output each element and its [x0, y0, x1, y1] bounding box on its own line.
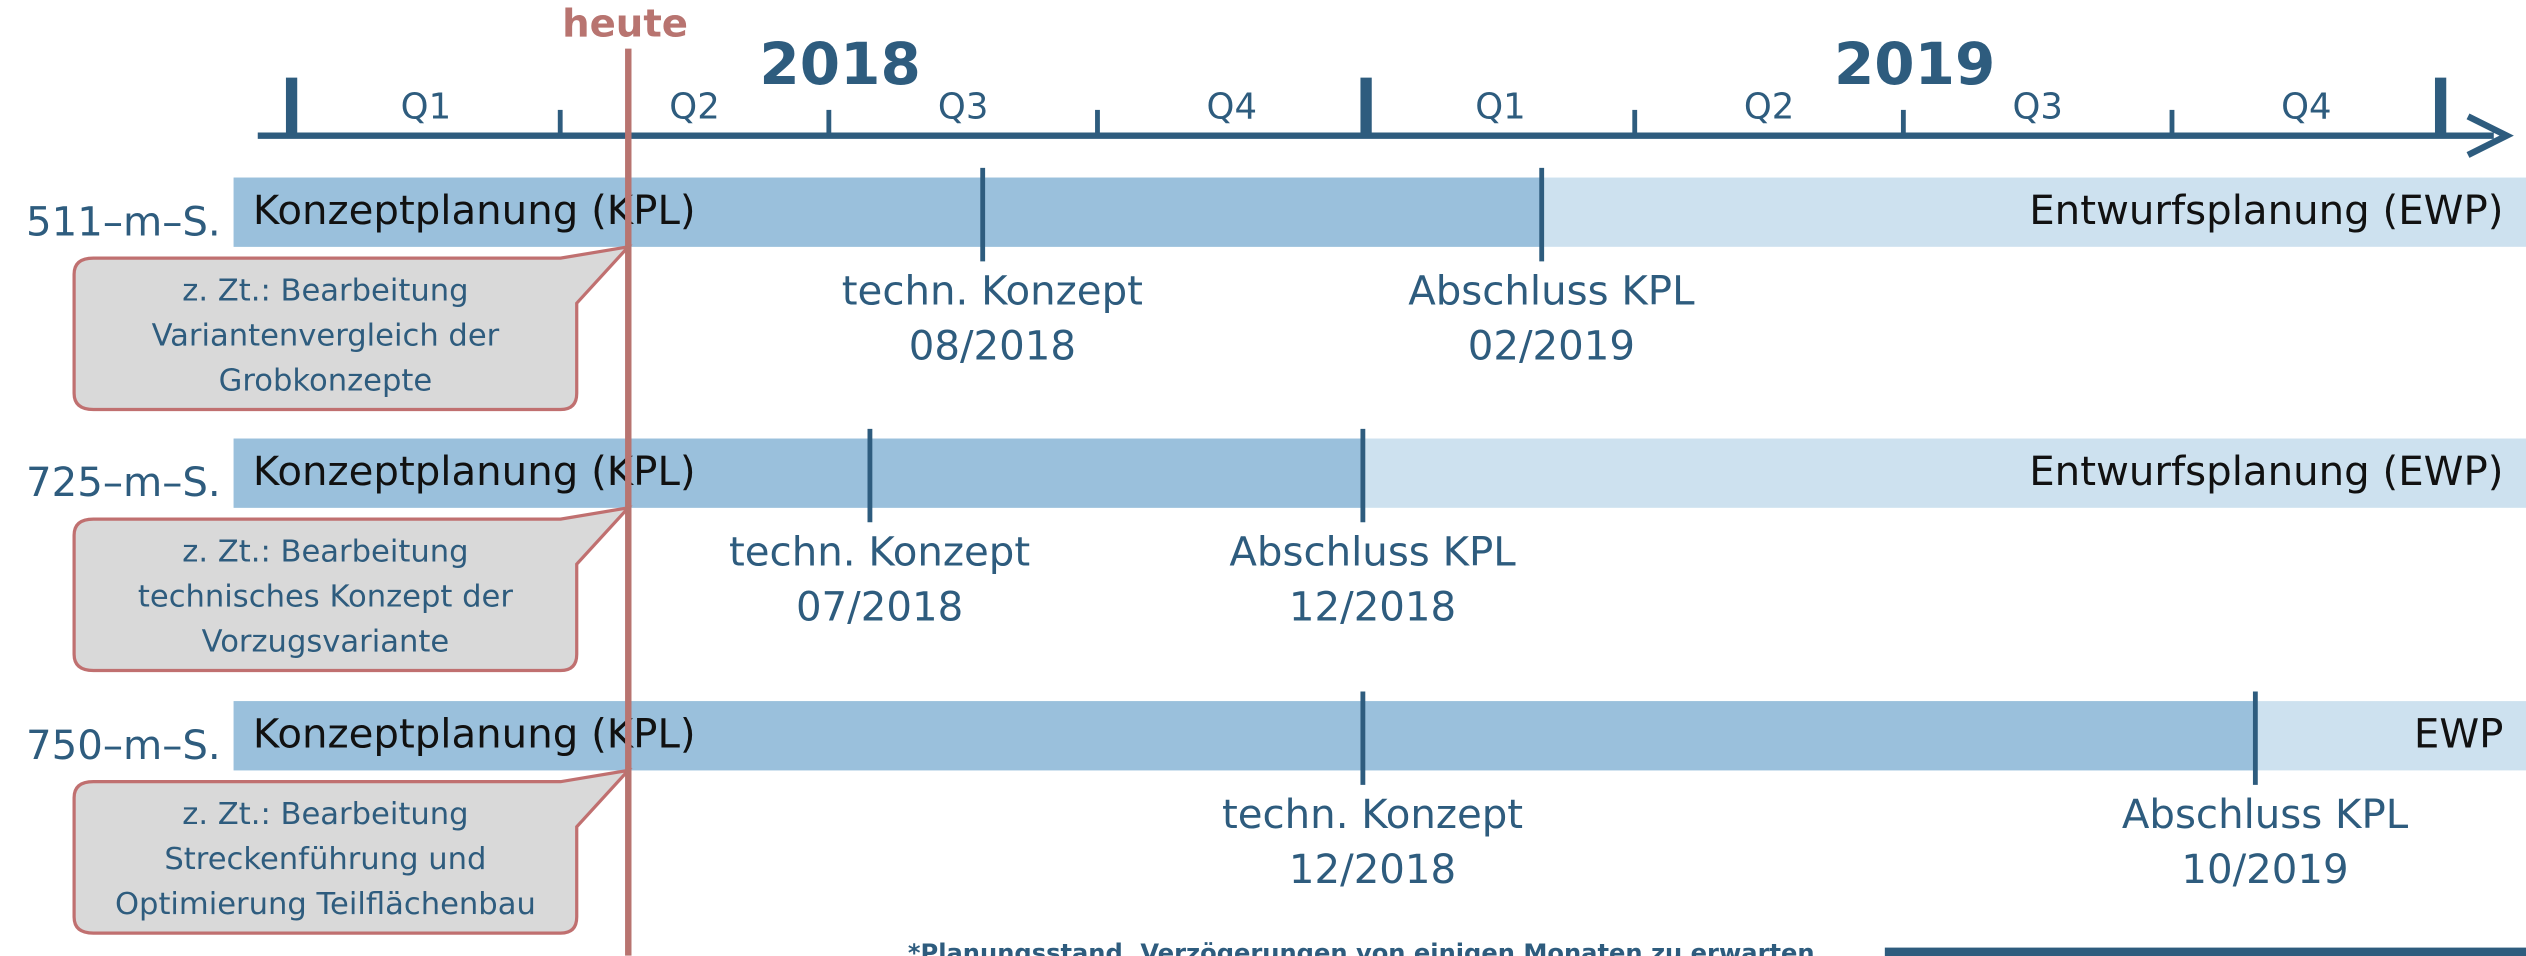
note-line: technisches Konzept der: [138, 580, 513, 615]
quarter-label: Q2: [669, 86, 719, 127]
phase-current-bar: [233, 438, 1363, 508]
note-line: Optimierung Teilflächenbau: [115, 887, 536, 922]
quarter-label: Q3: [2012, 86, 2062, 127]
note-line: z. Zt.: Bearbeitung: [182, 534, 468, 569]
quarter-label: Q2: [1744, 86, 1794, 127]
phase-current-label: Konzeptplanung (KPL): [253, 712, 696, 758]
phase-next-label: Entwurfsplanung (EWP): [2029, 449, 2503, 495]
milestone-date: 07/2018: [796, 584, 963, 630]
milestone-label: techn. Konzept: [729, 530, 1030, 576]
axis-arrow: [2466, 113, 2514, 158]
milestone-label: Abschluss KPL: [1229, 530, 1516, 576]
note-callout: [72, 768, 633, 935]
note-callout: [72, 505, 633, 673]
note-line: Grobkonzepte: [219, 364, 433, 399]
year-label: 2018: [759, 30, 920, 98]
row-label: 511–m–S.: [26, 199, 221, 245]
phase-current-bar: [233, 177, 1542, 247]
quarter-label: Q3: [938, 86, 988, 127]
note-callout: [72, 244, 633, 412]
note-line: z. Zt.: Bearbeitung: [182, 273, 468, 308]
quarter-label: Q1: [1475, 86, 1525, 127]
note-line: Variantenvergleich der: [152, 319, 500, 354]
quarter-label: Q4: [1207, 86, 1257, 127]
milestone-label: Abschluss KPL: [1408, 269, 1695, 315]
phase-current-label: Konzeptplanung (KPL): [253, 188, 696, 234]
milestone-date: 02/2019: [1468, 323, 1635, 369]
phase-current-bar: [233, 701, 2256, 771]
milestone-date: 12/2018: [1289, 584, 1456, 630]
milestone-label: Abschluss KPL: [2122, 792, 2409, 838]
quarter-label: Q1: [401, 86, 451, 127]
rows: 511–m–S. Konzeptplanung (KPL) Entwurfsplan…: [26, 167, 2526, 935]
milestone-date: 10/2019: [2181, 847, 2348, 893]
footnote: *Planungsstand, Verzögerungen von einige…: [908, 939, 1815, 956]
phase-current-label: Konzeptplanung (KPL): [253, 449, 696, 495]
note-line: Vorzugsvariante: [202, 625, 450, 660]
axis-ticks: 2018 2019 Q1 Q2 Q3 Q4 Q1 Q2 Q3 Q4: [285, 30, 2447, 136]
milestone-date: 12/2018: [1289, 847, 1456, 893]
today-label: heute: [562, 2, 688, 47]
milestone-label: techn. Konzept: [1222, 792, 1523, 838]
phase-next-label: EWP: [2414, 712, 2504, 758]
note-line: z. Zt.: Bearbeitung: [182, 797, 468, 832]
milestone-label: techn. Konzept: [842, 269, 1143, 315]
note-line: Streckenführung und: [164, 842, 486, 877]
quarter-label: Q4: [2281, 86, 2331, 127]
row-label: 750–m–S.: [26, 723, 221, 769]
row-label: 725–m–S.: [26, 460, 221, 506]
footer-bar: [1884, 947, 2526, 956]
year-label: 2019: [1834, 30, 1995, 98]
milestone-date: 08/2018: [909, 323, 1076, 369]
phase-next-label: Entwurfsplanung (EWP): [2029, 188, 2503, 234]
